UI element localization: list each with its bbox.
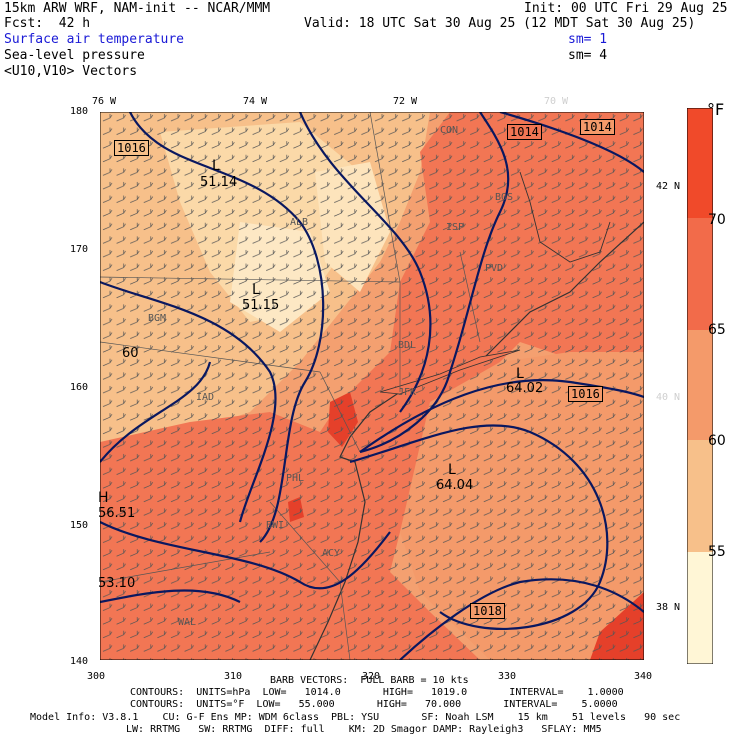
contour-label-60: 60 bbox=[122, 346, 139, 361]
station-con: CON bbox=[440, 125, 459, 136]
model-title: 15km ARW WRF, NAM-init -- NCAR/MMM bbox=[4, 1, 271, 16]
station-isp: ISP bbox=[446, 222, 465, 233]
x-tick-330: 330 bbox=[498, 671, 517, 682]
colorbar-band-65-70 bbox=[687, 218, 713, 330]
low-marker-3: L bbox=[516, 366, 524, 382]
low-value-1: 51.14 bbox=[200, 175, 238, 190]
isobar-label-1014-ne: 1014 bbox=[580, 119, 615, 135]
isobar-label-1014-n: 1014 bbox=[507, 124, 542, 140]
station-jfk: JFK bbox=[398, 387, 417, 398]
forecast-hour: Fcst: 42 h bbox=[4, 16, 91, 31]
model-info: Model Info: V3.8.1 CU: G-F Ens MP: WDM 6… bbox=[30, 712, 681, 723]
lon-label-72w: 72 W bbox=[393, 96, 418, 107]
station-bos: BOS bbox=[495, 192, 514, 203]
low-marker-4: L bbox=[448, 462, 456, 478]
low-value-3: 64.02 bbox=[506, 381, 544, 396]
field-pressure: Sea-level pressure bbox=[4, 48, 145, 63]
isobar-label-1016-e: 1016 bbox=[568, 386, 603, 402]
field-vectors: <U10,V10> Vectors bbox=[4, 64, 138, 79]
colorbar-band-55-60 bbox=[687, 440, 713, 552]
isobar-label-1016-nw: 1016 bbox=[114, 140, 149, 156]
high-marker: H bbox=[98, 490, 109, 506]
colorbar-label-70: 70 bbox=[708, 212, 726, 228]
lat-label-40n: 40 N bbox=[656, 392, 681, 403]
low-value-4: 64.04 bbox=[436, 478, 474, 493]
temperature-colorbar bbox=[687, 108, 713, 664]
station-iad: IAD bbox=[196, 392, 215, 403]
low-value-2: 51.15 bbox=[242, 298, 280, 313]
field-temperature: Surface air temperature bbox=[4, 32, 185, 47]
colorbar-label-65: 65 bbox=[708, 322, 726, 338]
weather-map bbox=[100, 112, 644, 660]
state-borders bbox=[100, 112, 481, 660]
isobar-1017 bbox=[100, 361, 212, 463]
x-tick-300: 300 bbox=[87, 671, 106, 682]
smoothing-2: sm= 4 bbox=[568, 48, 608, 63]
isobar-1017-east bbox=[349, 424, 609, 630]
colorbar-label-60: 60 bbox=[708, 433, 726, 449]
isobar-1015 bbox=[298, 112, 432, 413]
station-bdl: BDL bbox=[398, 340, 417, 351]
init-time: Init: 00 UTC Fri 29 Aug 25 bbox=[524, 1, 728, 16]
y-tick-140: 140 bbox=[70, 656, 89, 667]
colorbar-band-70plus bbox=[687, 108, 713, 218]
station-bgm: BGM bbox=[148, 313, 167, 324]
x-tick-310: 310 bbox=[224, 671, 243, 682]
y-tick-170: 170 bbox=[70, 244, 89, 255]
y-tick-150: 150 bbox=[70, 520, 89, 531]
low-marker-1: L bbox=[212, 158, 220, 174]
contour-label-53: 53.10 bbox=[98, 576, 136, 591]
station-phl: PHL bbox=[286, 473, 305, 484]
smoothing-1: sm= 1 bbox=[568, 32, 608, 47]
x-tick-320: 320 bbox=[362, 671, 381, 682]
wind-barbs bbox=[100, 112, 644, 660]
barb-legend: BARB VECTORS: FULL BARB = 10 kts bbox=[270, 675, 469, 686]
isobar-1018-se bbox=[399, 578, 644, 660]
contour-info-pressure: CONTOURS: UNITS=hPa LOW= 1014.0 HIGH= 10… bbox=[130, 687, 624, 698]
cape-cod bbox=[519, 171, 611, 263]
coastline bbox=[309, 221, 644, 660]
station-wal: WAL bbox=[178, 617, 197, 628]
lon-label-76w: 76 W bbox=[92, 96, 117, 107]
isobar-1016-west bbox=[129, 112, 325, 543]
colorbar-band-below-55 bbox=[687, 552, 713, 664]
y-tick-180: 180 bbox=[70, 106, 89, 117]
station-bwi: BWI bbox=[266, 520, 285, 531]
station-alb: ALB bbox=[290, 217, 309, 228]
contour-info-temperature: CONTOURS: UNITS=°F LOW= 55.000 HIGH= 70.… bbox=[130, 699, 618, 710]
colorbar-label-55: 55 bbox=[708, 544, 726, 560]
isobar-1014-ne bbox=[499, 112, 644, 173]
high-value: 56.51 bbox=[98, 506, 136, 521]
lon-label-74w: 74 W bbox=[243, 96, 268, 107]
valid-time: Valid: 18 UTC Sat 30 Aug 25 (12 MDT Sat … bbox=[304, 16, 696, 31]
isobar-1014 bbox=[359, 112, 510, 454]
station-pvd: PVD bbox=[485, 263, 504, 274]
isobar-label-1018: 1018 bbox=[470, 603, 505, 619]
isobar-1019 bbox=[100, 589, 241, 604]
lon-label-70w: 70 W bbox=[544, 96, 569, 107]
isobar-1016-mid bbox=[100, 280, 277, 523]
low-marker-2: L bbox=[252, 282, 260, 298]
isobar-1016-east bbox=[359, 378, 644, 453]
isobar-1018-sw bbox=[100, 521, 391, 590]
lat-label-38n: 38 N bbox=[656, 602, 681, 613]
x-tick-340: 340 bbox=[634, 671, 653, 682]
colorbar-band-60-65 bbox=[687, 330, 713, 440]
station-acy: ACY bbox=[322, 548, 341, 559]
y-tick-160: 160 bbox=[70, 382, 89, 393]
lat-label-42n: 42 N bbox=[656, 181, 681, 192]
model-info-physics: LW: RRTMG SW: RRTMG DIFF: full KM: 2D Sm… bbox=[126, 724, 602, 735]
